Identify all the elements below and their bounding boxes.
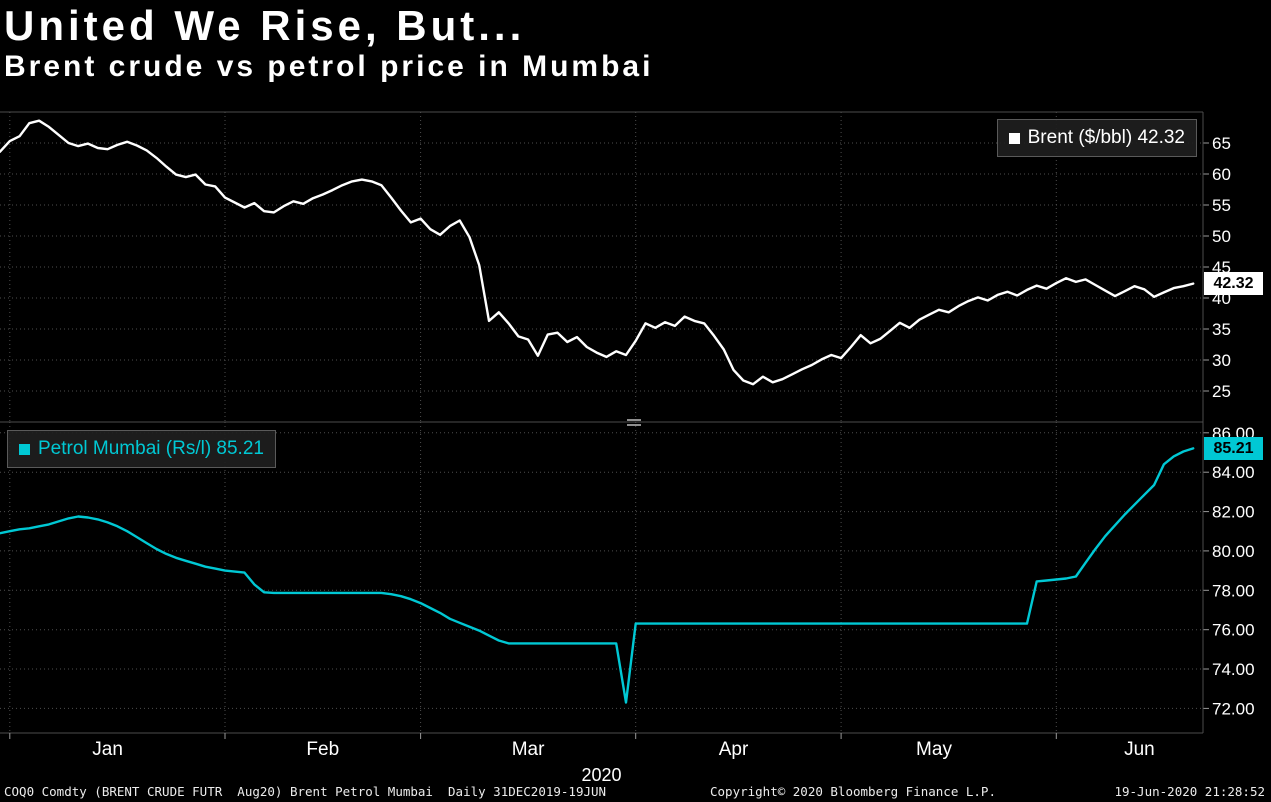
- y-axis-label: 78.00: [1212, 581, 1255, 600]
- footer-security-info: COQ0 Comdty (BRENT CRUDE FUTR Aug20) Bre…: [4, 784, 607, 799]
- x-axis-year-label: 2020: [581, 765, 621, 785]
- legend-petrol-label: Petrol Mumbai (Rs/l) 85.21: [38, 438, 264, 459]
- legend-petrol[interactable]: Petrol Mumbai (Rs/l) 85.21: [7, 430, 276, 468]
- y-axis-label: 84.00: [1212, 463, 1255, 482]
- legend-brent[interactable]: Brent ($/bbl) 42.32: [996, 119, 1197, 157]
- chart-title: United We Rise, But...: [4, 2, 526, 49]
- petrol-price-line: [0, 447, 1195, 704]
- brent-series-marker: [1008, 132, 1020, 144]
- y-axis-label: 60: [1212, 165, 1231, 184]
- panel-divider-handle[interactable]: [627, 419, 641, 426]
- status-bar: COQ0 Comdty (BRENT CRUDE FUTR Aug20) Bre…: [0, 784, 1271, 801]
- legend-brent-label: Brent ($/bbl) 42.32: [1027, 127, 1185, 148]
- x-axis-month-label: Jun: [1124, 739, 1155, 760]
- y-axis-label: 72.00: [1212, 699, 1255, 718]
- petrol-series-marker: [19, 443, 30, 455]
- brent-last-price-badge: 42.32: [1204, 272, 1263, 296]
- y-axis-label: 76.00: [1212, 621, 1255, 640]
- y-axis-label: 55: [1212, 196, 1231, 215]
- chart-header: United We Rise, But... Brent crude vs pe…: [4, 2, 654, 84]
- y-axis-label: 25: [1212, 382, 1231, 401]
- x-axis-month-label: Mar: [512, 739, 545, 760]
- x-axis-month-label: Feb: [306, 739, 339, 760]
- y-axis-label: 35: [1212, 320, 1231, 339]
- chart-subtitle: Brent crude vs petrol price in Mumbai: [4, 50, 654, 84]
- y-axis-label: 80.00: [1212, 542, 1255, 561]
- y-axis-label: 30: [1212, 351, 1231, 370]
- x-axis-month-label: Apr: [719, 739, 749, 760]
- y-axis-label: 50: [1212, 227, 1231, 246]
- footer-copyright: Copyright© 2020 Bloomberg Finance L.P.: [710, 784, 996, 799]
- x-axis-month-label: Jan: [92, 739, 123, 760]
- y-axis-label: 65: [1212, 134, 1231, 153]
- brent-price-line: [0, 119, 1195, 386]
- petrol-last-price-badge: 85.21: [1204, 436, 1263, 460]
- footer-timestamp: 19-Jun-2020 21:28:52: [1114, 784, 1265, 799]
- y-axis-label: 74.00: [1212, 660, 1255, 679]
- y-axis-label: 82.00: [1212, 503, 1255, 522]
- x-axis-month-label: May: [916, 739, 952, 760]
